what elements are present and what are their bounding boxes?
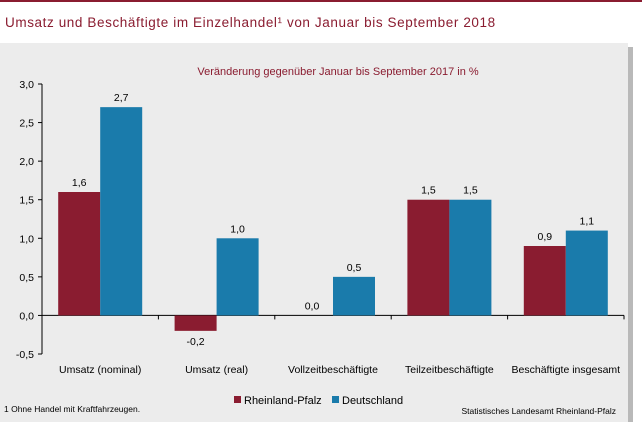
bar-rheinland-pfalz bbox=[174, 315, 217, 331]
data-label: -0,2 bbox=[187, 336, 205, 348]
bar-deutschland bbox=[565, 230, 608, 316]
data-label: 0,9 bbox=[537, 231, 552, 243]
data-label: 1,0 bbox=[230, 223, 245, 235]
bar-rheinland-pfalz bbox=[523, 246, 566, 316]
y-tick-label: 0,0 bbox=[19, 310, 34, 322]
x-category-label: Teilzeitbeschäftigte bbox=[405, 364, 494, 376]
x-category-label: Umsatz (nominal) bbox=[59, 364, 141, 376]
legend-swatch bbox=[234, 396, 241, 403]
bar-rheinland-pfalz bbox=[407, 199, 450, 316]
y-tick-label: 2,5 bbox=[19, 118, 34, 130]
data-label: 2,7 bbox=[114, 92, 129, 104]
legend-swatch bbox=[332, 396, 339, 403]
page-title: Umsatz und Beschäftigte im Einzelhandel¹… bbox=[5, 15, 496, 30]
bar-deutschland bbox=[333, 276, 375, 316]
y-tick-label: 0,5 bbox=[19, 272, 34, 284]
bars: 1,6 2,7 -0,2 1,0 0,0 0,5 1,5 1,5 0,9 1,1 bbox=[58, 92, 608, 348]
x-category-label: Vollzeitbeschäftigte bbox=[288, 364, 378, 376]
chart-subtitle: Veränderung gegenüber Januar bis Septemb… bbox=[197, 66, 479, 78]
bar-deutschland bbox=[216, 238, 259, 316]
x-category-label: Beschäftigte insgesamt bbox=[512, 364, 621, 376]
bar-rheinland-pfalz bbox=[58, 192, 101, 316]
footnote: 1 Ohne Handel mit Kraftfahrzeugen. bbox=[4, 404, 140, 414]
data-label: 1,6 bbox=[72, 177, 87, 189]
source-note: Statistisches Landesamt Rheinland-Pfalz bbox=[462, 406, 617, 416]
x-category-label: Umsatz (real) bbox=[185, 364, 248, 376]
data-label: 1,5 bbox=[421, 185, 436, 197]
y-tick-label: 1,5 bbox=[19, 195, 34, 207]
y-tick-label: 3,0 bbox=[19, 79, 34, 91]
legend: Rheinland-Pfalz Deutschland bbox=[234, 395, 403, 407]
data-label: 0,5 bbox=[347, 262, 362, 274]
bar-deutschland bbox=[449, 199, 492, 316]
data-label: 0,0 bbox=[305, 300, 320, 312]
y-tick-label: -0,5 bbox=[16, 349, 34, 361]
y-tick-label: 1,0 bbox=[19, 233, 34, 245]
top-rule bbox=[0, 0, 642, 2]
legend-label: Rheinland-Pfalz bbox=[244, 395, 322, 407]
panel-shadow bbox=[628, 47, 633, 422]
data-label: 1,5 bbox=[463, 185, 478, 197]
data-label: 1,1 bbox=[579, 216, 594, 228]
axes: -0,5 0,0 0,5 1,0 1,5 2,0 2,5 3,0 Umsatz (nominal… bbox=[16, 79, 625, 376]
bar-deutschland bbox=[100, 107, 143, 316]
legend-label: Deutschland bbox=[342, 395, 403, 407]
y-tick-label: 2,0 bbox=[19, 156, 34, 168]
